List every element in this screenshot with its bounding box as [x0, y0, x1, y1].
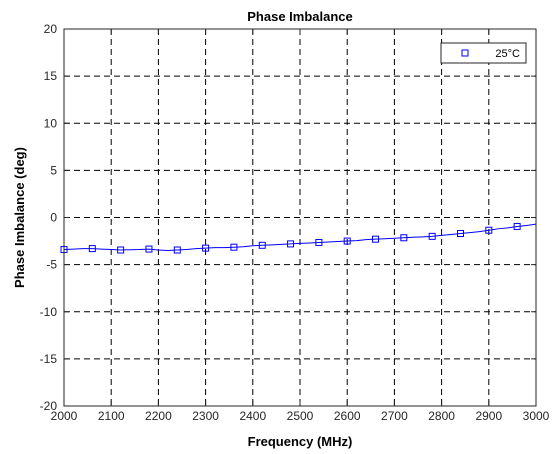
- y-tick-label: -10: [40, 305, 58, 319]
- data-point-marker: [117, 246, 125, 254]
- data-point-marker: [230, 243, 238, 251]
- y-tick-label: 0: [50, 211, 57, 225]
- x-tick-label: 2600: [334, 409, 361, 423]
- x-tick-label: 2300: [192, 409, 219, 423]
- y-tick-label: -20: [40, 399, 58, 413]
- y-tick-label: -15: [40, 352, 58, 366]
- data-point-marker: [343, 237, 351, 245]
- x-tick-label: 2100: [98, 409, 125, 423]
- data-point-marker: [287, 240, 295, 248]
- grid-lines: [64, 29, 536, 406]
- data-point-marker: [202, 244, 210, 252]
- y-tick-label: 5: [50, 163, 57, 177]
- x-tick-label: 2900: [475, 409, 502, 423]
- data-point-marker: [456, 230, 464, 238]
- series-layer: [60, 222, 537, 254]
- y-tick-label: 15: [44, 69, 58, 83]
- legend-marker: [461, 49, 469, 57]
- x-tick-label: 2700: [381, 409, 408, 423]
- data-point-marker: [513, 222, 521, 230]
- data-point-marker: [315, 238, 323, 246]
- chart-title: Phase Imbalance: [247, 9, 353, 24]
- data-point-marker: [173, 246, 181, 254]
- y-tick-label: -5: [46, 258, 57, 272]
- legend: 25°C: [440, 42, 527, 64]
- data-point-marker: [400, 234, 408, 242]
- axis-ticks: 2000 2100 2200 2300 2400 2500 2600 2700 2800 2900…: [40, 22, 550, 423]
- y-axis-label: Phase Imbalance (deg): [12, 147, 27, 288]
- legend-entry-label: 25°C: [495, 48, 520, 60]
- x-tick-label: 2200: [145, 409, 172, 423]
- x-tick-label: 2800: [428, 409, 455, 423]
- x-tick-label: 2500: [287, 409, 314, 423]
- data-point-marker: [258, 241, 266, 249]
- data-point-marker: [428, 232, 436, 240]
- x-tick-label: 2400: [239, 409, 266, 423]
- data-point-marker: [372, 235, 380, 243]
- y-tick-label: 10: [44, 116, 58, 130]
- x-tick-label: 3000: [523, 409, 550, 423]
- y-tick-label: 20: [44, 22, 58, 36]
- legend-box: [440, 42, 527, 64]
- data-point-marker: [485, 226, 493, 234]
- x-tick-label: 2000: [51, 409, 78, 423]
- data-point-marker: [145, 245, 153, 253]
- data-point-marker: [88, 245, 96, 253]
- x-axis-label: Frequency (MHz): [248, 434, 353, 449]
